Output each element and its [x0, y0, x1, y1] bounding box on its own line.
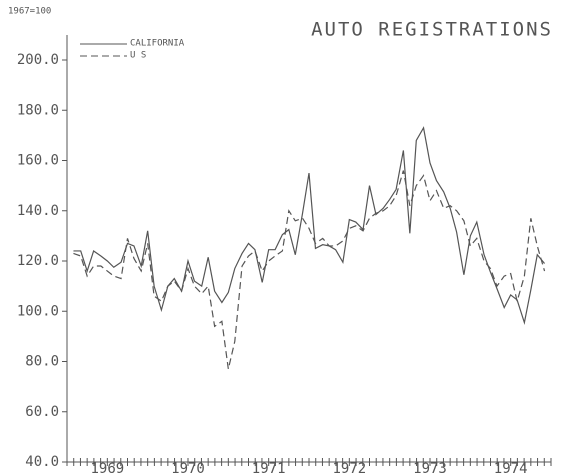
chart-title: AUTO REGISTRATIONS [311, 19, 553, 41]
series-line [73, 170, 546, 370]
y-tick-label: 100.0 [17, 303, 59, 319]
x-tick-label: 1969 [90, 461, 124, 476]
legend-label: CALIFORNIA [130, 39, 185, 49]
y-tick-label: 80.0 [25, 354, 59, 370]
y-tick-label: 60.0 [25, 404, 59, 420]
x-tick-label: 1973 [413, 461, 447, 476]
x-tick-label: 1971 [252, 461, 286, 476]
y-tick-label: 120.0 [17, 253, 59, 269]
series-line [73, 126, 546, 325]
y-tick-label: 160.0 [17, 153, 59, 169]
chart-subtitle: 1967=100 [8, 7, 51, 17]
y-tick-label: 180.0 [17, 102, 59, 118]
y-tick-label: 200.0 [17, 52, 59, 68]
y-tick-label: 40.0 [25, 454, 59, 470]
x-tick-label: 1972 [332, 461, 366, 476]
x-tick-label: 1970 [171, 461, 205, 476]
x-tick-label: 1974 [494, 461, 528, 476]
legend-label: U S [130, 51, 146, 61]
y-tick-label: 140.0 [17, 203, 59, 219]
